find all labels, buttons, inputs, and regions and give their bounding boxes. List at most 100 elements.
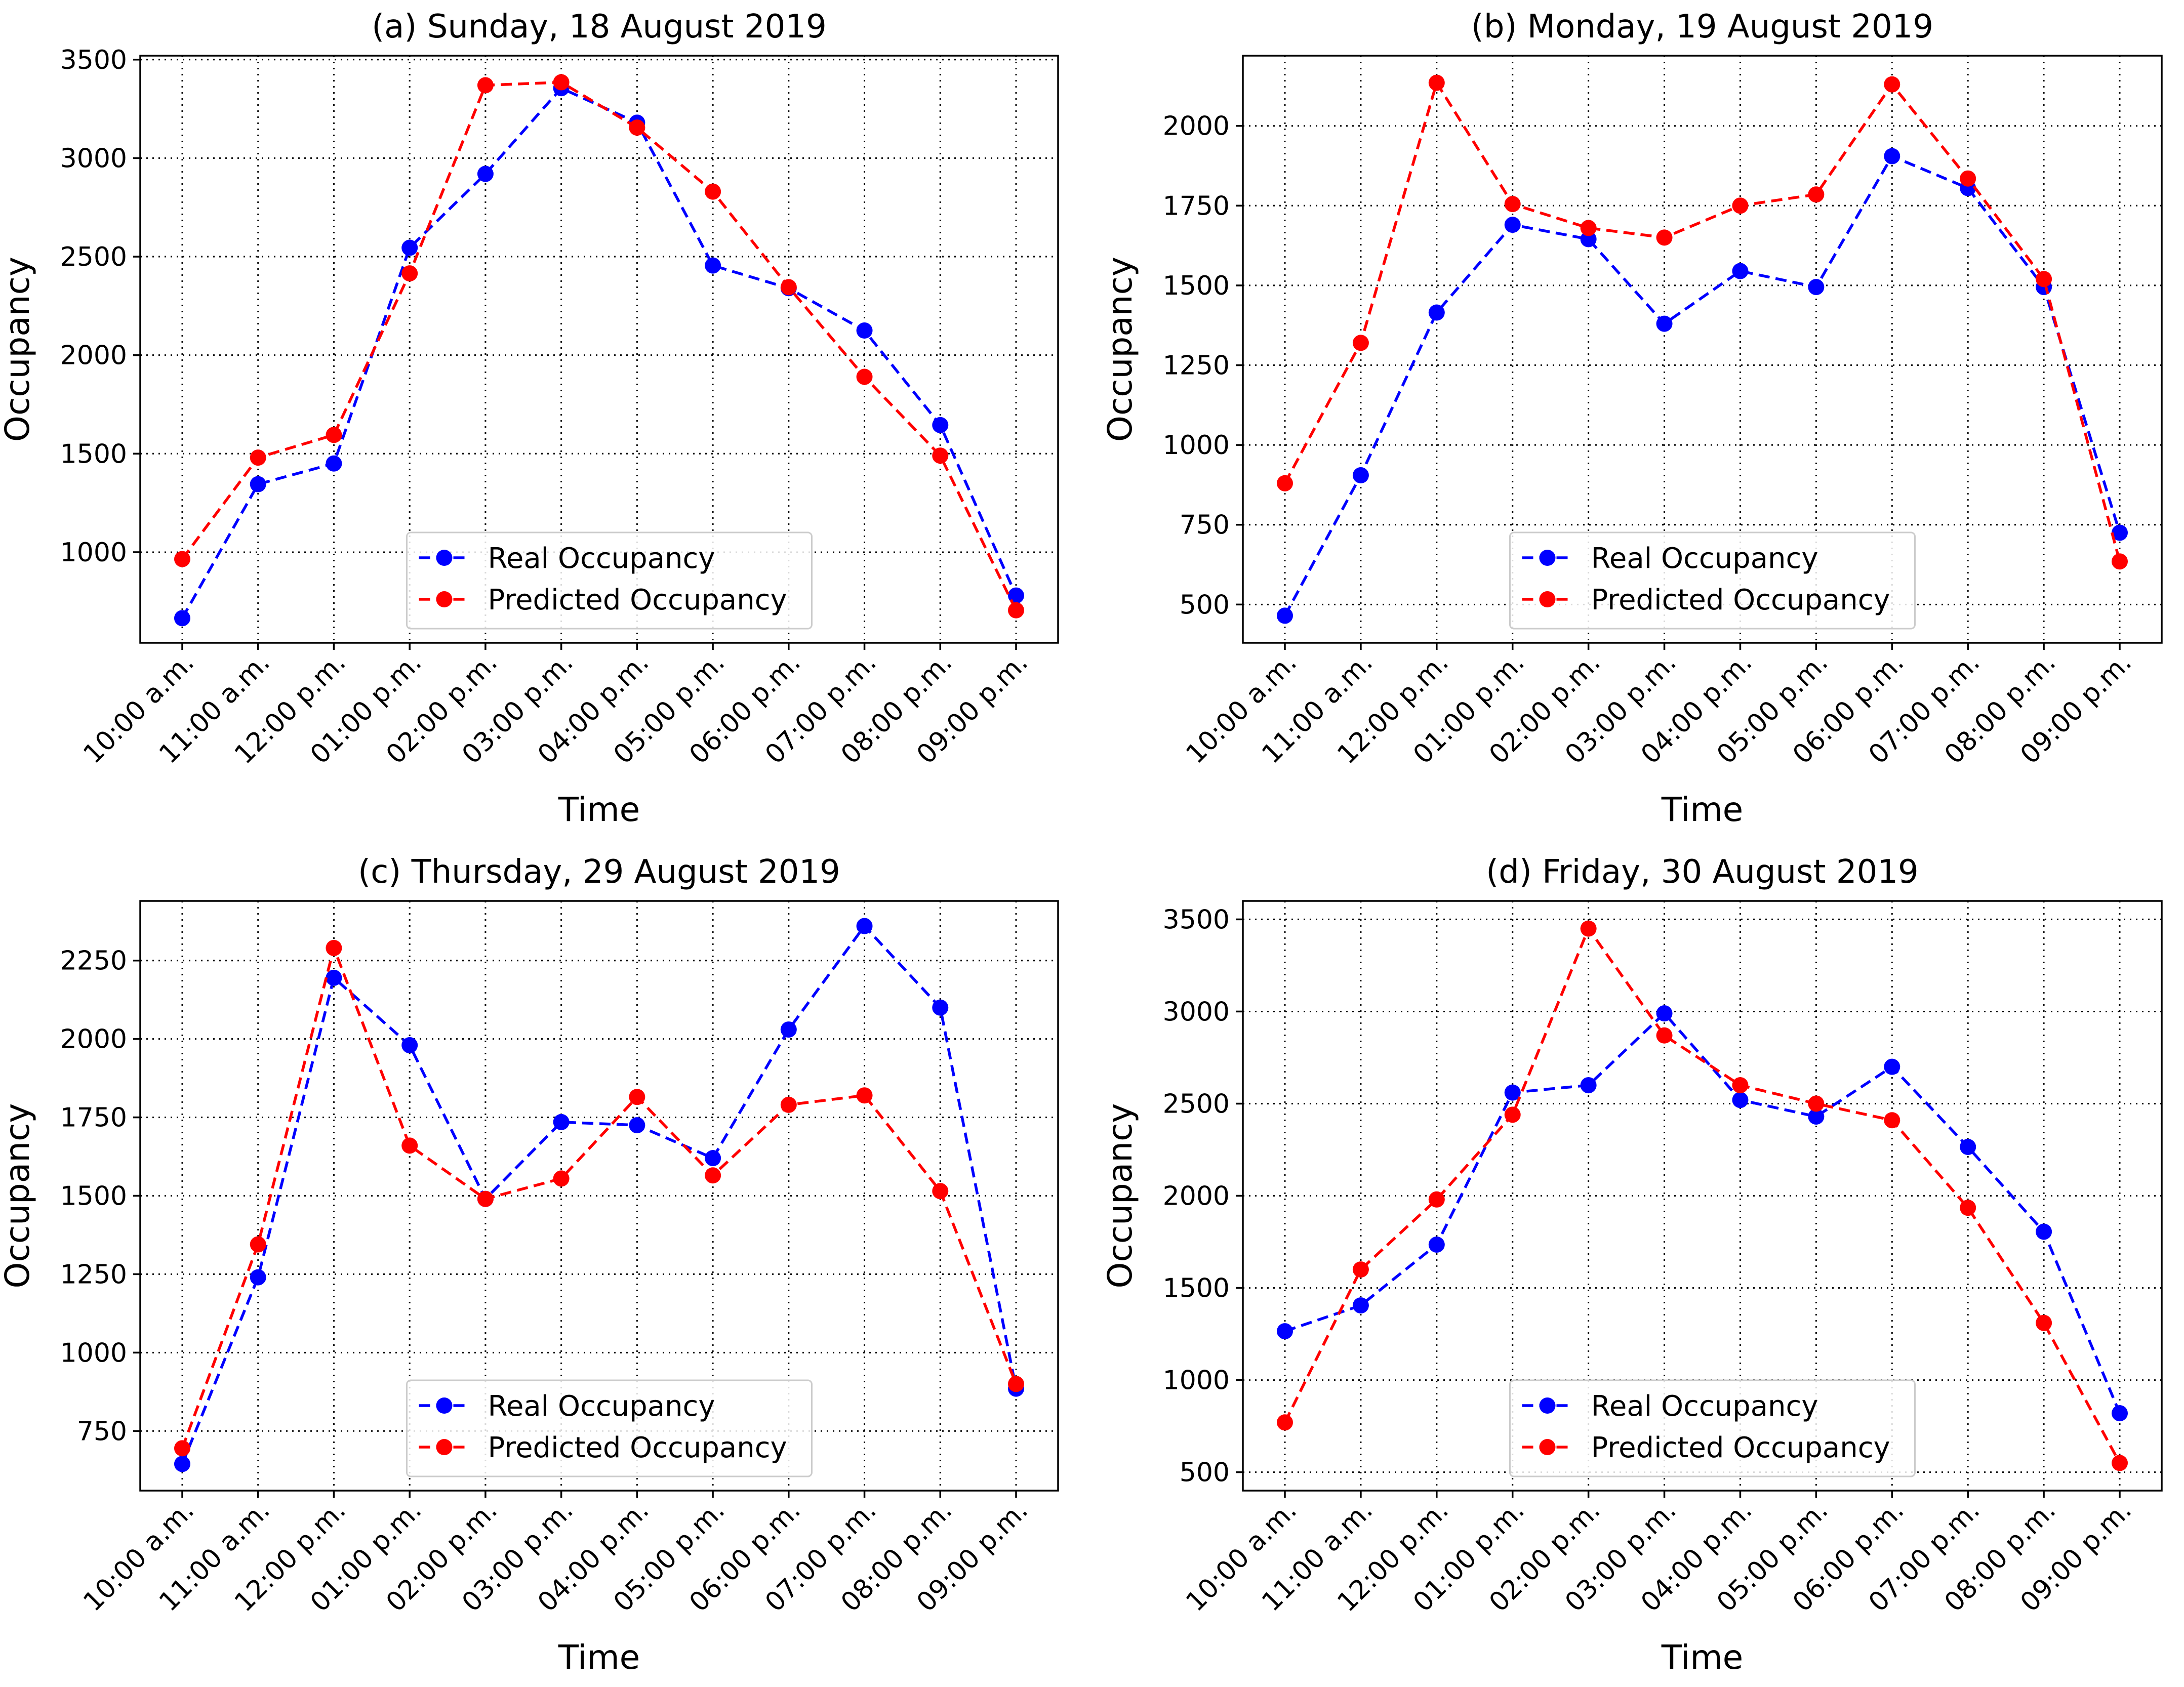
data-point-real	[401, 239, 418, 256]
y-tick-label: 1750	[1163, 191, 1230, 221]
data-point-predicted	[553, 1170, 570, 1187]
data-point-real	[629, 1117, 645, 1134]
y-tick-label: 1500	[60, 1181, 127, 1212]
x-axis-label: Time	[1661, 790, 1744, 829]
data-point-predicted	[1277, 475, 1293, 491]
data-point-predicted	[1504, 196, 1521, 213]
data-point-predicted	[250, 1236, 266, 1253]
data-point-predicted	[401, 1137, 418, 1154]
data-point-real	[553, 1114, 570, 1130]
data-point-predicted	[1656, 229, 1673, 246]
legend-marker	[1539, 591, 1556, 607]
data-point-predicted	[1732, 1077, 1749, 1094]
y-tick-label: 1750	[60, 1103, 127, 1133]
data-point-predicted	[326, 939, 342, 956]
legend-label: Real Occupancy	[488, 542, 715, 575]
y-tick-label: 2250	[60, 946, 127, 976]
data-point-predicted	[2112, 1455, 2128, 1471]
legend: Real Occupancy Predicted Occupancy	[1509, 1379, 1916, 1477]
y-tick-label: 1250	[1163, 351, 1230, 381]
y-tick-label: 2000	[1163, 111, 1230, 142]
series-line-predicted	[181, 80, 1018, 611]
legend-label: Predicted Occupancy	[1591, 584, 1890, 616]
data-point-predicted	[1808, 1095, 1825, 1112]
y-axis-label: Occupancy	[0, 257, 37, 442]
y-tick-label: 500	[1180, 1458, 1230, 1488]
data-point-real	[326, 455, 342, 472]
y-tick-label: 500	[1180, 590, 1230, 620]
y-tick-label: 3500	[1163, 904, 1230, 935]
data-point-predicted	[1352, 1261, 1369, 1278]
legend-marker	[436, 550, 453, 566]
data-point-real	[1732, 263, 1749, 279]
data-point-real	[705, 257, 721, 274]
data-point-real	[1428, 304, 1445, 321]
data-point-predicted	[1884, 1112, 1900, 1129]
legend: Real Occupancy Predicted Occupancy	[1509, 531, 1916, 630]
data-point-real	[250, 476, 266, 492]
data-point-real	[1808, 279, 1825, 296]
data-point-real	[1732, 1092, 1749, 1108]
y-tick-label: 2500	[1163, 1089, 1230, 1119]
data-point-real	[1656, 315, 1673, 332]
chart-title: (b) Monday, 19 August 2019	[1471, 8, 1933, 46]
data-point-real	[1277, 1323, 1293, 1340]
y-tick-label: 1500	[60, 439, 127, 469]
data-point-real	[932, 999, 949, 1016]
data-point-predicted	[553, 74, 570, 91]
data-point-predicted	[250, 449, 266, 466]
data-point-predicted	[856, 1087, 873, 1104]
y-tick-label: 3000	[60, 143, 127, 174]
x-axis-label: Time	[558, 1638, 640, 1677]
data-point-real	[1808, 1108, 1825, 1125]
series-line-real	[1284, 1011, 2121, 1414]
data-point-predicted	[1428, 74, 1445, 91]
data-point-predicted	[174, 1440, 190, 1457]
data-point-predicted	[326, 427, 342, 443]
data-point-real	[1504, 1084, 1521, 1101]
x-axis-label: Time	[558, 790, 640, 829]
data-point-predicted	[932, 447, 949, 464]
plot-frame	[139, 55, 1059, 644]
data-point-predicted	[1580, 920, 1597, 937]
plot-frame	[1242, 55, 2163, 644]
data-point-real	[174, 610, 190, 627]
series-line-real	[1283, 154, 2121, 616]
data-point-real	[1884, 1058, 1900, 1075]
data-point-real	[250, 1269, 266, 1286]
data-point-real	[1656, 1005, 1673, 1022]
data-point-predicted	[2112, 553, 2128, 570]
data-point-predicted	[629, 1089, 645, 1105]
y-tick-label: 2000	[60, 1024, 127, 1055]
legend-marker	[436, 1397, 453, 1414]
y-tick-label: 1500	[1163, 271, 1230, 301]
data-point-real	[1884, 148, 1900, 164]
data-point-predicted	[401, 265, 418, 282]
series-line-real	[181, 924, 1018, 1465]
data-point-predicted	[2036, 1314, 2052, 1331]
legend-label: Real Occupancy	[488, 1390, 715, 1423]
data-point-predicted	[780, 1096, 797, 1113]
data-point-predicted	[705, 1167, 721, 1184]
y-tick-label: 750	[77, 1416, 127, 1447]
data-point-real	[2112, 524, 2128, 541]
y-tick-label: 1000	[1163, 430, 1230, 461]
y-tick-label: 3500	[60, 45, 127, 75]
data-point-predicted	[932, 1183, 949, 1200]
y-tick-label: 3000	[1163, 997, 1230, 1027]
data-point-predicted	[477, 1190, 494, 1207]
data-point-predicted	[1808, 186, 1825, 203]
legend-label: Predicted Occupancy	[1591, 1431, 1890, 1464]
data-point-predicted	[1656, 1027, 1673, 1044]
data-point-predicted	[2036, 271, 2052, 287]
data-point-real	[856, 322, 873, 339]
data-point-predicted	[1732, 197, 1749, 214]
legend-box	[1509, 1379, 1916, 1477]
data-point-real	[1352, 467, 1369, 484]
series-line-predicted	[181, 943, 1018, 1449]
